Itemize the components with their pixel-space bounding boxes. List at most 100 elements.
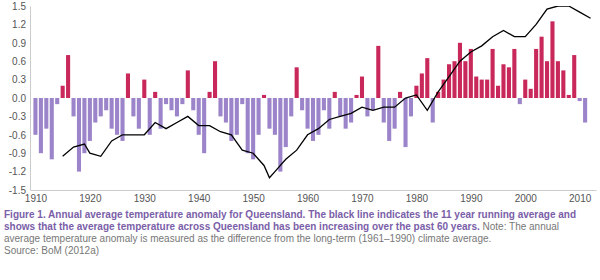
bar [131, 98, 135, 116]
x-tick: 1990 [460, 190, 483, 204]
x-tick-label: 1990 [460, 193, 483, 204]
bar [376, 46, 380, 98]
bar [267, 98, 271, 129]
x-tick-label: 1920 [79, 193, 102, 204]
bar [496, 86, 500, 98]
x-tick: 2000 [515, 190, 538, 204]
bar [164, 98, 168, 104]
bar [447, 64, 451, 98]
bar [142, 80, 146, 98]
bar [349, 98, 353, 123]
bar [240, 98, 244, 104]
x-tick-label: 1910 [25, 193, 48, 204]
bar [186, 70, 190, 98]
y-axis: -1.5-1.2-0.9-0.6-0.30.00.30.60.91.21.5 [9, 1, 31, 196]
y-tick-label: 0.9 [12, 38, 26, 49]
y-tick: 0.0 [12, 93, 30, 104]
bar [469, 49, 473, 98]
running-average-line [63, 6, 591, 178]
x-tick-label: 1980 [406, 193, 429, 204]
bar [333, 92, 337, 98]
bar [572, 55, 576, 98]
y-tick-label: -1.5 [9, 185, 27, 196]
bar [306, 98, 310, 129]
bar [273, 98, 277, 135]
bar [44, 98, 48, 129]
bar [518, 98, 522, 104]
bar [295, 67, 299, 98]
bar [311, 98, 315, 141]
bar [251, 98, 255, 159]
bar [224, 98, 228, 123]
bar [578, 98, 582, 101]
bar [71, 98, 75, 116]
bar [175, 98, 179, 116]
bar [153, 92, 157, 98]
y-tick-label: -0.6 [9, 130, 27, 141]
x-tick: 1970 [351, 190, 374, 204]
y-tick-label: 0.3 [12, 74, 26, 85]
bar [93, 98, 97, 123]
caption-paragraph: Figure 1. Annual average temperature ano… [4, 209, 594, 245]
bar [344, 98, 348, 129]
y-tick-label: 0.0 [12, 93, 26, 104]
x-tick-label: 1970 [351, 193, 374, 204]
bar [104, 98, 108, 110]
x-tick-label: 2010 [569, 193, 592, 204]
bar [327, 98, 331, 129]
bar [208, 92, 212, 98]
caption-source: Source: BoM (2012a) [4, 245, 594, 257]
bar [485, 80, 489, 98]
bar [39, 98, 43, 153]
bar [583, 98, 587, 123]
x-tick: 2010 [569, 190, 592, 204]
bar [115, 98, 119, 135]
y-tick: 0.9 [12, 38, 30, 49]
bar [55, 98, 59, 104]
x-tick-label: 1940 [188, 193, 211, 204]
x-tick: 1960 [297, 190, 320, 204]
x-tick: 1950 [243, 190, 266, 204]
bar [534, 49, 538, 98]
bar [561, 70, 565, 98]
bar [512, 49, 516, 98]
y-tick-label: 0.6 [12, 56, 26, 67]
bar [289, 98, 293, 116]
chart-area: -1.5-1.2-0.9-0.6-0.30.00.30.60.91.21.519… [0, 0, 600, 208]
x-tick-label: 2000 [515, 193, 538, 204]
y-tick: 0.6 [12, 56, 30, 67]
bar [77, 98, 81, 172]
x-tick: 1940 [188, 190, 211, 204]
bar [387, 98, 391, 141]
bar [180, 98, 184, 104]
bar [137, 98, 141, 129]
bar [556, 61, 560, 98]
bar [567, 95, 571, 98]
bar [257, 98, 261, 135]
bar [474, 77, 478, 98]
y-tick: -0.3 [9, 111, 30, 122]
plot-area [33, 6, 590, 178]
chart-svg: -1.5-1.2-0.9-0.6-0.30.00.30.60.91.21.519… [0, 0, 600, 208]
bar [354, 95, 358, 98]
bar [529, 89, 533, 98]
bar [246, 98, 250, 153]
bar [365, 98, 369, 116]
bar [322, 98, 326, 110]
bar [403, 98, 407, 147]
y-tick-label: -1.2 [9, 166, 27, 177]
bar [300, 98, 304, 110]
x-tick-label: 1930 [134, 193, 157, 204]
y-tick: -0.9 [9, 148, 30, 159]
y-tick: -0.6 [9, 130, 30, 141]
bar [61, 86, 65, 98]
bar [278, 98, 282, 172]
bar [523, 80, 527, 98]
y-tick: -1.2 [9, 166, 30, 177]
bar [371, 98, 375, 110]
bar [66, 55, 70, 98]
bar [218, 98, 222, 116]
bar [409, 98, 413, 116]
bar [507, 67, 511, 98]
bar [393, 98, 397, 129]
